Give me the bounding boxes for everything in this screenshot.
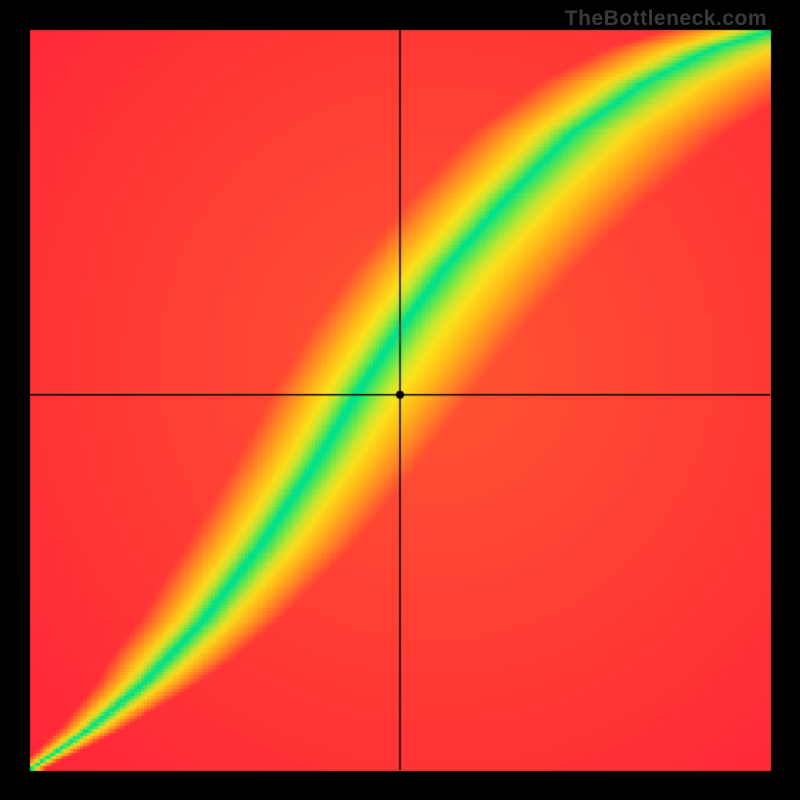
bottleneck-heatmap [0,0,800,800]
watermark-text: TheBottleneck.com [565,7,767,31]
